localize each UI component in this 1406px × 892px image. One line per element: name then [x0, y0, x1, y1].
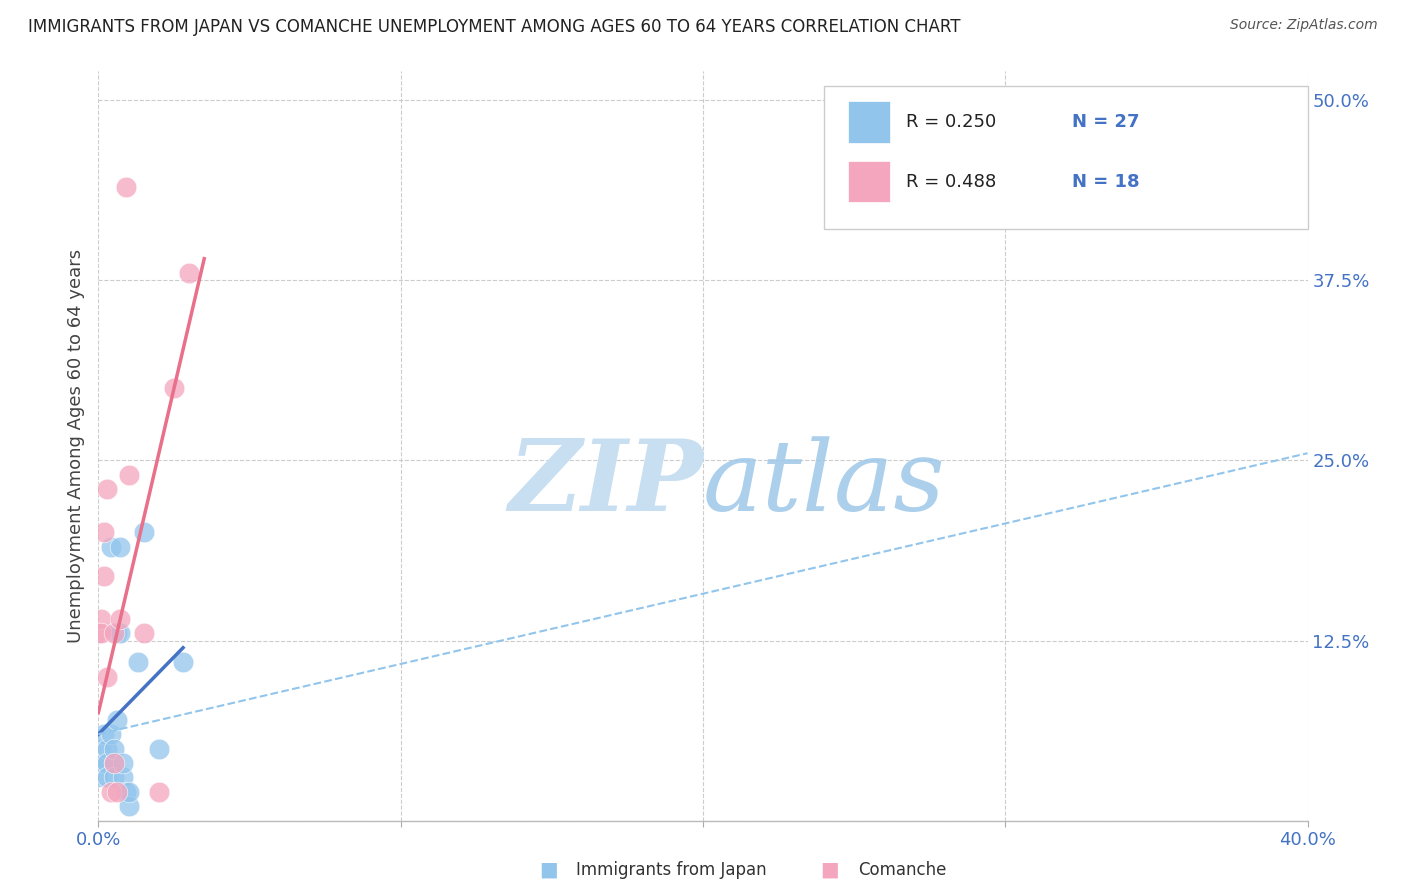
Text: Source: ZipAtlas.com: Source: ZipAtlas.com [1230, 18, 1378, 32]
Point [105, 626, 128, 640]
Point [96, 669, 118, 683]
Point [90, 756, 112, 770]
Point [103, 771, 125, 785]
Text: Comanche: Comanche [858, 861, 946, 879]
Point [105, 785, 128, 799]
Point [93, 756, 115, 770]
Point [132, 525, 155, 540]
Point [103, 741, 125, 756]
Text: Immigrants from Japan: Immigrants from Japan [576, 861, 768, 879]
Point [148, 741, 170, 756]
Point [87, 771, 110, 785]
Y-axis label: Unemployment Among Ages 60 to 64 years: Unemployment Among Ages 60 to 64 years [66, 249, 84, 643]
Point [96, 741, 118, 756]
Point [100, 540, 122, 554]
Point [108, 540, 131, 554]
Point [93, 568, 115, 582]
Text: R = 0.250: R = 0.250 [905, 113, 997, 131]
Point [148, 785, 170, 799]
Point [132, 626, 155, 640]
Point [163, 381, 186, 395]
Text: atlas: atlas [703, 436, 946, 531]
Point [100, 727, 122, 741]
Text: ZIP: ZIP [508, 435, 703, 532]
Point [93, 756, 115, 770]
Point [105, 713, 128, 727]
Text: N = 27: N = 27 [1071, 113, 1139, 131]
Point [179, 266, 201, 280]
Point [118, 467, 141, 482]
Point [96, 771, 118, 785]
Point [108, 612, 131, 626]
Point [103, 626, 125, 640]
Text: N = 18: N = 18 [1071, 173, 1139, 191]
Point [93, 525, 115, 540]
Point [118, 785, 141, 799]
Point [114, 785, 136, 799]
Point [118, 799, 141, 814]
Point [96, 756, 118, 770]
Point [103, 756, 125, 770]
Point [90, 612, 112, 626]
FancyBboxPatch shape [824, 87, 1308, 228]
Text: IMMIGRANTS FROM JAPAN VS COMANCHE UNEMPLOYMENT AMONG AGES 60 TO 64 YEARS CORRELA: IMMIGRANTS FROM JAPAN VS COMANCHE UNEMPL… [28, 18, 960, 36]
Text: ▪: ▪ [538, 855, 558, 884]
Point [96, 482, 118, 496]
Point [93, 727, 115, 741]
Point [127, 655, 149, 669]
Point [111, 756, 134, 770]
Point [100, 785, 122, 799]
Point [103, 756, 125, 770]
Point [111, 771, 134, 785]
Point [87, 626, 110, 640]
Point [108, 626, 131, 640]
Point [172, 655, 194, 669]
Bar [848, 102, 890, 143]
Text: R = 0.488: R = 0.488 [905, 173, 997, 191]
Bar [848, 161, 890, 202]
Point [114, 179, 136, 194]
Text: ▪: ▪ [820, 855, 839, 884]
Point [90, 626, 112, 640]
Point [90, 741, 112, 756]
